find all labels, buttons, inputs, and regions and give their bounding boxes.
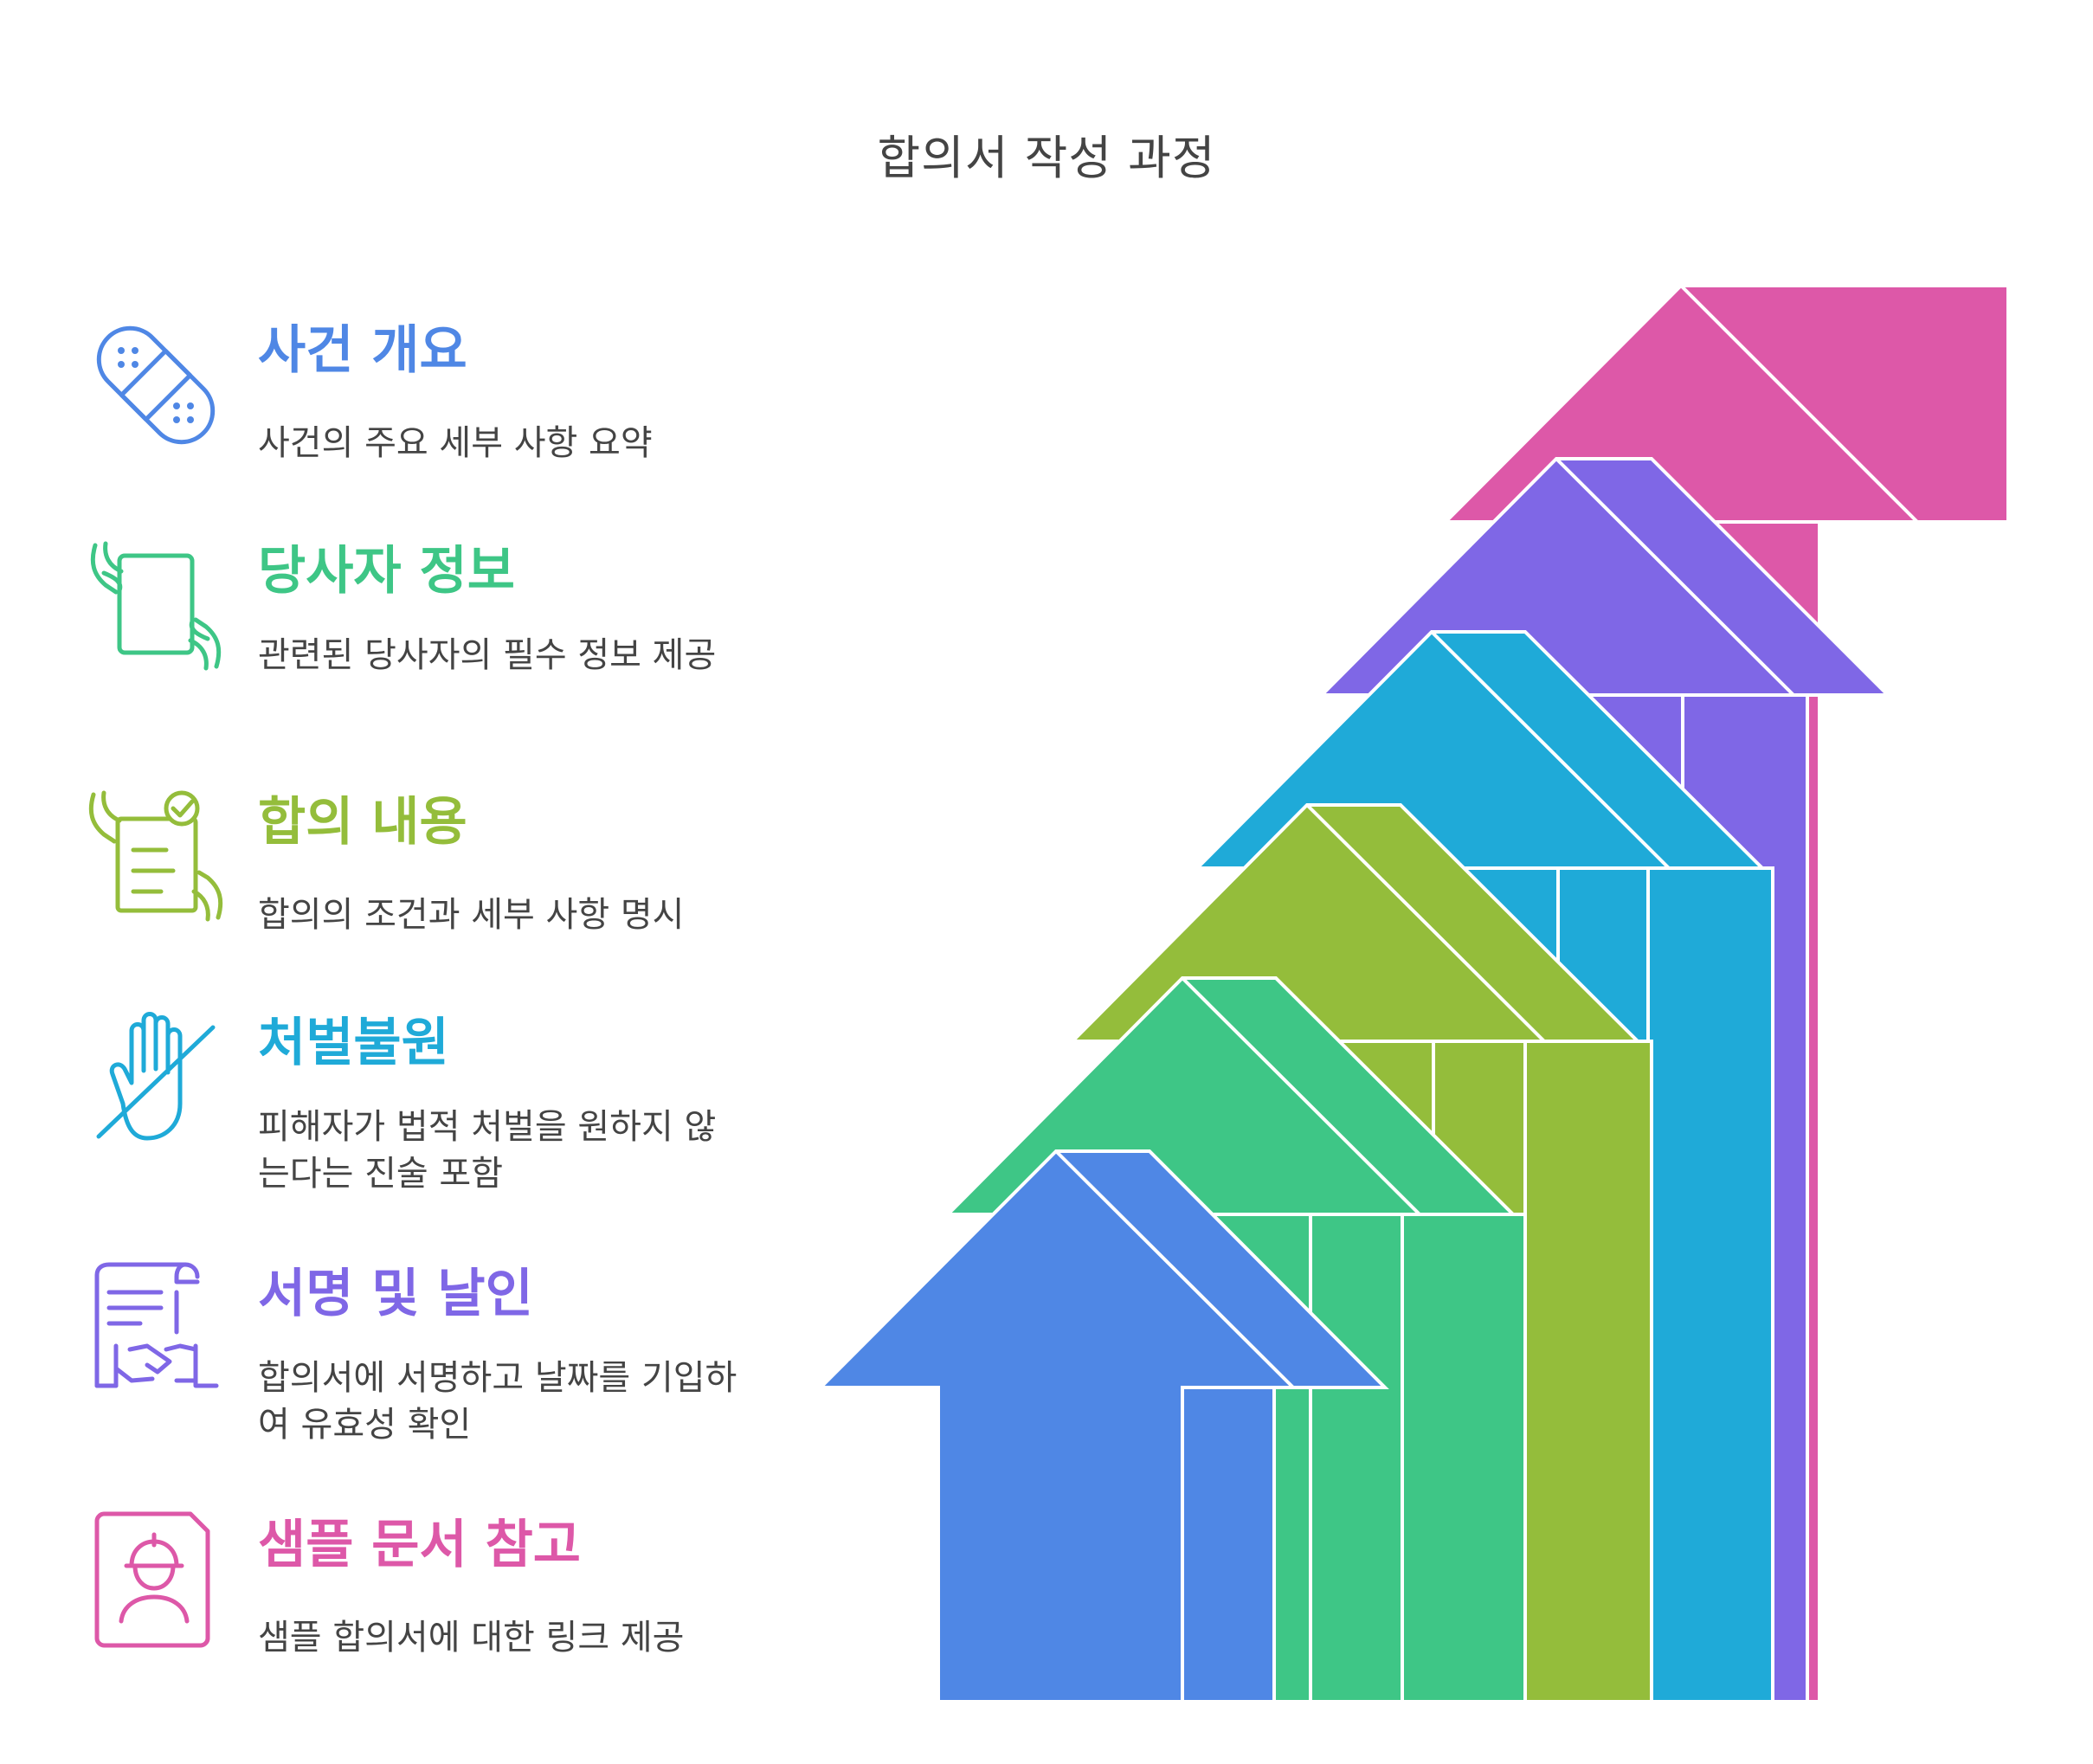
bandage-icon — [96, 325, 216, 445]
step-description: 사건의 주요 세부 사항 요약 — [258, 423, 653, 463]
step-description: 피해자가 법적 처벌을 원하지 않는다는 진술 포함 — [258, 1107, 717, 1194]
step-title: 사건 개요 — [258, 320, 467, 381]
worker-profile-card-icon — [94, 1511, 210, 1648]
step-agreement-content: 합의 내용 합의의 조건과 세부 사항 명시 — [87, 788, 762, 961]
step-signature-seal: 서명 및 날인 합의서에 서명하고 날짜를 기입하여 유효성 확인 — [87, 1259, 762, 1458]
step-incident-overview: 사건 개요 사건의 주요 세부 사항 요약 — [87, 316, 762, 489]
step-description: 합의의 조건과 세부 사항 명시 — [258, 895, 685, 935]
contract-handshake-icon — [94, 1262, 219, 1388]
page-title: 합의서 작성 과정 — [877, 131, 1216, 185]
arrow-incident-overview — [816, 1149, 1389, 1703]
step-title: 당사자 정보 — [258, 541, 515, 602]
step-description: 샘플 합의서에 대한 링크 제공 — [258, 1618, 685, 1658]
step-description: 관련된 당사자의 필수 정보 제공 — [258, 635, 717, 675]
hands-holding-document-icon — [90, 541, 222, 671]
hands-checklist-icon — [88, 790, 223, 922]
step-party-info: 당사자 정보 관련된 당사자의 필수 정보 제공 — [87, 537, 762, 736]
step-title: 합의 내용 — [258, 792, 467, 853]
step-sample-reference: 샘플 문서 참고 샘플 합의서에 대한 링크 제공 — [87, 1510, 762, 1684]
step-no-punishment: 처벌불원 피해자가 법적 처벌을 원하지 않는다는 진술 포함 — [87, 1008, 762, 1207]
hand-stop-slash-icon — [96, 1012, 216, 1141]
step-title: 서명 및 날인 — [258, 1264, 533, 1324]
step-title: 샘플 문서 참고 — [258, 1515, 581, 1575]
step-description: 합의서에 서명하고 날짜를 기입하여 유효성 확인 — [258, 1358, 737, 1445]
step-title: 처벌불원 — [258, 1013, 449, 1073]
